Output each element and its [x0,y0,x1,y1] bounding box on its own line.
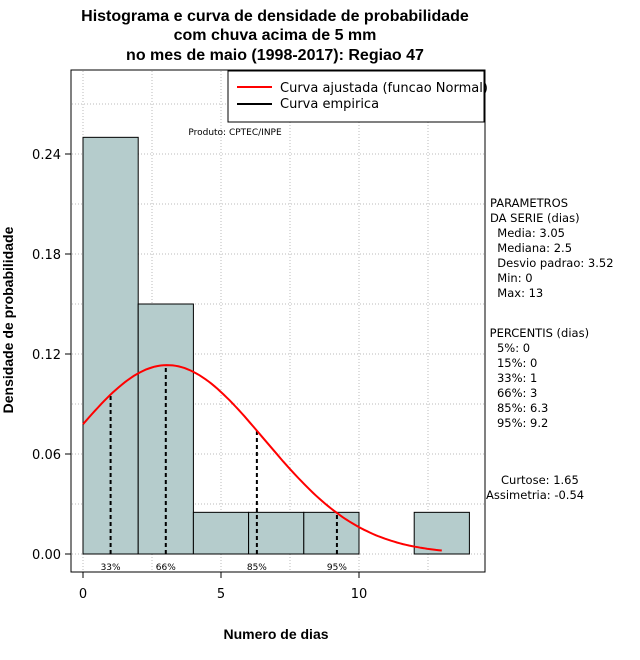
shape-stats-line-0: Curtose: 1.65 [501,473,579,487]
legend-box [227,70,485,123]
y-tick-label-3: 0.18 [32,248,61,263]
histogram-bar-2 [192,511,250,555]
histogram-bar-1 [137,303,194,555]
y-axis: 0.00 0.06 0.12 0.18 0.24 [32,148,71,563]
parameters-line-2: Media: 3.05 [490,226,565,240]
histogram-bar-0 [82,136,139,555]
chart-title-line-3: no mes de maio (1998-2017): Regiao 47 [126,47,424,64]
percentile-lines: 33% 66% 85% 95% [101,365,347,573]
parameters-line-5: Min: 0 [490,271,533,285]
percentiles-line-4: 66%: 3 [486,386,537,400]
parameters-line-4: Desvio padrao: 3.52 [490,256,614,270]
percentile-label-0: 33% [101,563,121,573]
percentile-label-1: 66% [156,563,176,573]
percentiles-line-1: 5%: 0 [486,341,530,355]
parameters-line-1: DA SERIE (dias) [490,211,580,225]
histogram-bar-3 [248,511,305,555]
x-tick-label-1: 5 [217,587,225,602]
chart-title-line-2: com chuva acima de 5 mm [174,27,377,44]
x-tick-label-2: 10 [351,587,368,602]
y-tick-label-0: 0.00 [32,548,61,563]
percentiles-line-0: PERCENTIS (dias) [486,326,589,340]
y-tick-label-4: 0.24 [32,148,61,163]
x-axis-label: Numero de dias [223,626,328,642]
x-axis: 0 5 10 [79,572,367,602]
parameters-line-6: Max: 13 [490,286,543,300]
histogram-bar-4 [303,511,360,555]
histogram-bars [82,136,470,555]
parameters-line-3: Mediana: 2.5 [490,241,572,255]
legend-empirical-label: Curva empirica [280,97,379,112]
source-note: Produto: CPTEC/INPE [188,128,282,138]
percentiles-line-2: 15%: 0 [486,356,537,370]
y-tick-label-1: 0.06 [32,448,61,463]
parameters-line-0: PARAMETROS [490,196,568,210]
percentiles-line-6: 95%: 9.2 [486,416,548,430]
percentiles-line-3: 33%: 1 [486,371,537,385]
y-axis-label: Densidade de probabilidade [0,226,16,413]
percentile-label-3: 95% [327,563,347,573]
chart-title-line-1: Histograma e curva de densidade de proba… [81,8,469,25]
x-tick-label-0: 0 [79,587,87,602]
legend: Curva ajustada (funcao Normal) Curva emp… [227,70,488,123]
plot-frame [70,69,486,573]
percentiles-line-5: 85%: 6.3 [486,401,548,415]
shape-stats-line-1: Assimetria: -0.54 [486,488,584,502]
fitted-normal-curve [82,364,442,552]
y-tick-label-2: 0.12 [32,348,61,363]
histogram-bar-6 [413,511,470,555]
percentile-label-2: 85% [247,563,267,573]
percentiles-panel: PERCENTIS (dias) 5%: 0 15%: 0 33%: 1 66%… [486,326,589,430]
legend-fitted-label: Curva ajustada (funcao Normal) [280,81,488,96]
